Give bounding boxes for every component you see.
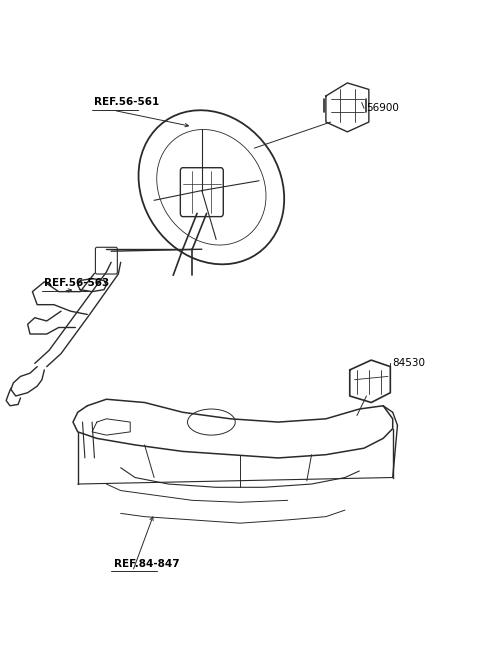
Text: REF.56-561: REF.56-561 <box>95 98 160 107</box>
Text: 84530: 84530 <box>393 358 426 368</box>
Text: REF.56-563: REF.56-563 <box>44 278 109 288</box>
Text: 56900: 56900 <box>366 103 399 113</box>
Text: REF.84-847: REF.84-847 <box>114 559 179 569</box>
